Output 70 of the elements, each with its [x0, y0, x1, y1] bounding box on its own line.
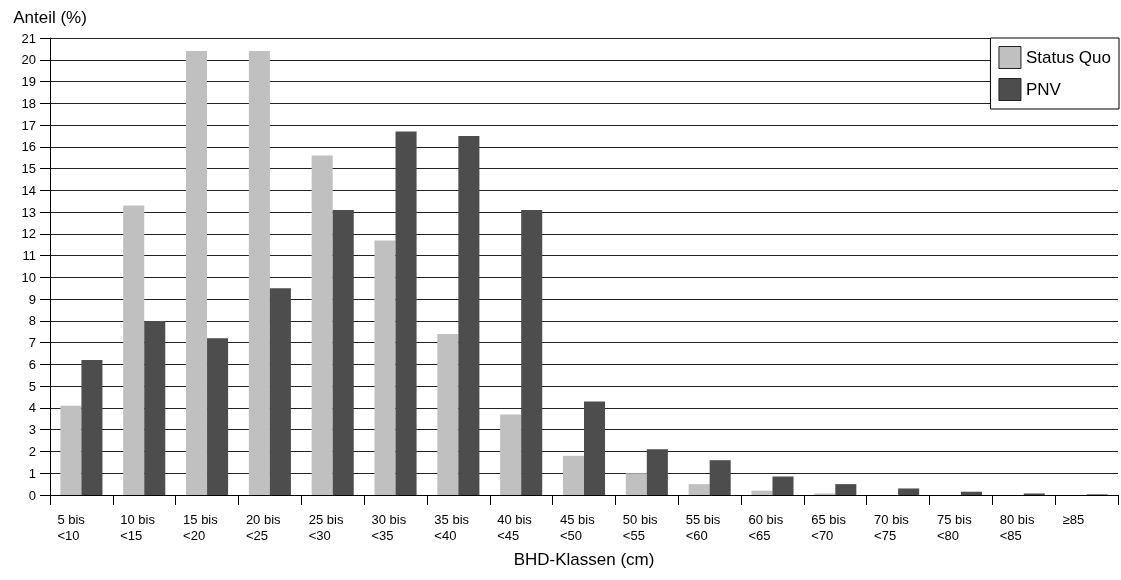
bar: [395, 131, 417, 495]
y-tick-label: 8: [28, 313, 36, 329]
y-tick-label: 12: [21, 226, 36, 242]
y-tick-label: 7: [28, 335, 36, 351]
y-axis-title: Anteil (%): [13, 8, 87, 27]
y-tick-label: 10: [21, 269, 36, 285]
bar: [186, 51, 208, 495]
bar: [123, 205, 145, 495]
y-tick-label: 5: [28, 378, 36, 394]
bar: [960, 491, 982, 495]
y-tick-label: 9: [28, 291, 36, 307]
y-tick-label: 11: [22, 248, 36, 264]
bar: [458, 135, 480, 495]
bar: [835, 484, 857, 495]
y-tick-label: 2: [28, 443, 36, 459]
y-tick-label: 17: [21, 117, 36, 133]
x-tick-label: 20 bis <25: [245, 511, 282, 543]
x-tick-label: 50 bis <55: [622, 511, 659, 543]
y-tick-label: 3: [28, 422, 36, 438]
y-tick-label: 20: [21, 52, 36, 68]
y-tick-label: 16: [21, 139, 36, 155]
x-tick-label: 25 bis <30: [308, 511, 344, 543]
y-tick-label: 15: [21, 161, 36, 177]
y-tick-label: 19: [21, 74, 36, 90]
bar: [898, 488, 920, 495]
x-tick-label: ≥85: [1062, 511, 1085, 527]
y-tick-label: 13: [21, 204, 36, 220]
bar: [772, 476, 794, 495]
bar: [584, 401, 606, 495]
x-tick-label: 70 bis <75: [874, 511, 910, 543]
bar: [521, 209, 543, 495]
y-tick-label: 0: [28, 487, 36, 503]
x-tick-label: 5 bis <10: [57, 511, 86, 543]
x-tick-label: 15 bis <20: [183, 511, 219, 543]
y-tick-label: 21: [21, 30, 36, 46]
bar: [646, 449, 668, 495]
x-tick-label: 35 bis <40: [434, 511, 470, 543]
bar: [751, 490, 773, 495]
bar: [374, 240, 396, 495]
x-tick-label: 30 bis <35: [371, 511, 407, 543]
bar: [269, 288, 291, 495]
x-tick-label: 45 bis <50: [560, 511, 596, 543]
bar: [144, 320, 166, 495]
bar: [437, 333, 459, 495]
y-tick-label: 14: [21, 182, 36, 198]
bar: [60, 405, 82, 495]
x-tick-label: 40 bis <45: [497, 511, 533, 543]
bar: [248, 51, 270, 495]
bar: [207, 338, 229, 495]
bar: [500, 414, 522, 495]
bar: [81, 360, 103, 495]
bar: [709, 460, 731, 495]
bar: [562, 455, 584, 495]
x-tick-label: 80 bis <85: [999, 511, 1035, 543]
x-tick-label: 10 bis <15: [120, 511, 156, 543]
bar: [311, 155, 333, 495]
y-tick-label: 1: [28, 465, 36, 481]
legend-label: Status Quo: [1025, 48, 1112, 67]
x-axis-title: BHD-Klassen (cm): [513, 550, 655, 569]
x-tick-label: 65 bis <70: [811, 511, 847, 543]
bar: [688, 484, 710, 495]
x-tick-label: 75 bis <80: [936, 511, 973, 543]
y-tick-label: 6: [28, 356, 36, 372]
bar: [332, 209, 354, 495]
y-tick-label: 18: [21, 95, 36, 111]
x-tick-label: 55 bis <60: [685, 511, 721, 543]
x-tick-label: 60 bis <65: [748, 511, 784, 543]
y-tick-label: 4: [28, 400, 36, 416]
legend-label: PNV: [1025, 80, 1062, 99]
bar: [625, 473, 647, 495]
